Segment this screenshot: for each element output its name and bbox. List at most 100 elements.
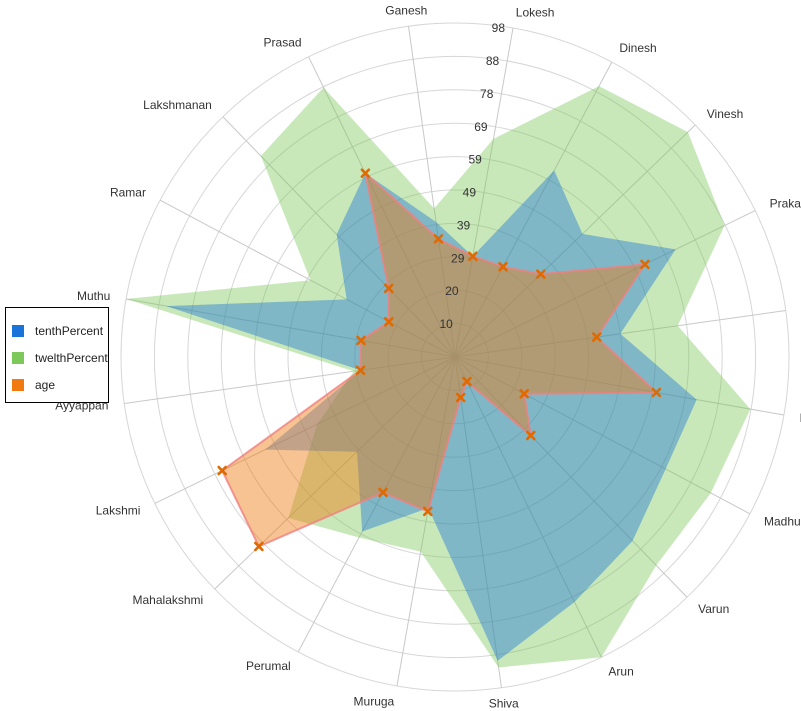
axis-spoke-arun	[454, 356, 602, 658]
chart-legend: tenthPercent twelthPercent age	[5, 307, 109, 403]
axis-spoke-vinesh	[454, 124, 696, 358]
legend-label-twelthPercent: twelthPercent	[35, 350, 108, 365]
age-marker-madhu[interactable]	[519, 388, 530, 399]
axis-label-ramar: Ramar	[110, 186, 146, 200]
legend-item-tenthPercent[interactable]: tenthPercent	[12, 317, 108, 344]
age-marker-lakshmanan[interactable]	[383, 283, 394, 294]
x-marker-icon	[591, 332, 602, 342]
axis-label-perumal: Perumal	[246, 659, 291, 673]
age-marker-muthu[interactable]	[356, 335, 366, 346]
legend-swatch-age	[12, 378, 24, 391]
grid-ring	[220, 122, 690, 592]
grid-ring	[387, 289, 523, 425]
age-marker-prasad[interactable]	[360, 168, 371, 179]
radial-tick-69: 69	[474, 120, 488, 134]
axis-label-dinesh: Dinesh	[619, 41, 656, 55]
axis-label-lakshmi: Lakshmi	[96, 503, 141, 517]
x-marker-icon	[356, 335, 366, 346]
axis-spoke-krishna	[454, 356, 785, 416]
radial-tick-20: 20	[445, 284, 459, 298]
age-marker-prakash[interactable]	[640, 259, 650, 270]
legend-label-tenthPercent: tenthPercent	[35, 323, 104, 338]
age-marker-dinesh[interactable]	[498, 261, 508, 272]
radial-tick-49: 49	[463, 186, 477, 200]
series-area-tenthpercent[interactable]	[166, 170, 697, 661]
axis-label-mahalakshmi: Mahalakshmi	[133, 593, 204, 607]
axis-label-arun: Arun	[608, 665, 633, 679]
age-marker-lokesh[interactable]	[467, 251, 478, 262]
x-marker-icon	[498, 261, 508, 272]
axis-spoke-prasad	[308, 56, 456, 358]
radar-grid	[120, 22, 790, 692]
x-marker-icon	[467, 251, 478, 262]
axis-spoke-lokesh	[454, 27, 514, 358]
axis-spoke-ganesh	[408, 26, 456, 358]
axis-spoke-lakshmi	[154, 356, 456, 504]
axis-label-prasad: Prasad	[264, 35, 302, 49]
radial-tick-88: 88	[486, 54, 500, 68]
x-marker-icon	[651, 387, 662, 398]
x-marker-icon	[433, 234, 444, 244]
x-marker-icon	[383, 316, 394, 327]
x-marker-icon	[519, 388, 530, 399]
legend-swatch-twelthPercent	[12, 351, 24, 364]
x-marker-icon	[525, 430, 536, 441]
x-marker-icon	[378, 487, 388, 498]
axis-label-madhu: Madhu	[764, 514, 801, 528]
grid-ring	[254, 156, 656, 558]
x-marker-icon	[640, 259, 650, 270]
x-marker-icon	[355, 365, 366, 376]
age-marker-ramar[interactable]	[383, 316, 394, 327]
radial-tick-39: 39	[457, 218, 471, 232]
age-marker-varun[interactable]	[525, 430, 536, 441]
age-marker-krishna[interactable]	[651, 387, 662, 398]
series-area-twelthpercent[interactable]	[126, 86, 751, 668]
axis-spoke-jeyam	[454, 310, 786, 358]
radial-tick-59: 59	[468, 153, 482, 167]
age-marker-jeyam[interactable]	[591, 332, 602, 342]
axis-spoke-lakshmanan	[222, 116, 456, 358]
axis-spoke-muthu	[125, 298, 456, 358]
axis-spoke-perumal	[297, 356, 456, 653]
x-marker-icon	[462, 376, 472, 387]
radial-tick-98: 98	[492, 21, 506, 35]
axis-label-prakash: Prakash	[770, 197, 801, 211]
x-marker-icon	[536, 269, 546, 279]
age-marker-arun[interactable]	[462, 376, 472, 387]
grid-ring	[354, 256, 556, 458]
axis-label-muthu: Muthu	[77, 289, 110, 303]
axis-label-vinesh: Vinesh	[707, 107, 743, 121]
age-marker-lakshmi[interactable]	[217, 465, 227, 476]
legend-swatch-tenthPercent	[12, 324, 24, 337]
axis-label-varun: Varun	[698, 602, 729, 616]
radial-tick-10: 10	[439, 317, 453, 331]
legend-item-age[interactable]: age	[12, 371, 108, 398]
grid-ring	[187, 89, 723, 625]
x-marker-icon	[455, 392, 466, 403]
axis-label-shiva: Shiva	[489, 697, 519, 711]
series-markers	[217, 168, 662, 552]
legend-item-twelthPercent[interactable]: twelthPercent	[12, 344, 108, 371]
axis-spoke-varun	[454, 356, 688, 598]
axis-spoke-madhu	[454, 356, 751, 515]
age-marker-perumal[interactable]	[378, 487, 388, 498]
axis-spoke-ramar	[159, 199, 456, 358]
axis-label-lakshmanan: Lakshmanan	[143, 98, 212, 112]
x-marker-icon	[254, 541, 264, 552]
axis-label-muruga: Muruga	[354, 695, 395, 709]
age-marker-shiva[interactable]	[455, 392, 466, 403]
axis-spoke-muruga	[396, 356, 456, 687]
grid-ring	[320, 222, 590, 492]
axis-labels: LokeshDineshVineshPrakashJeyKriMadhuVaru…	[55, 3, 801, 710]
axis-label-lokesh: Lokesh	[516, 5, 555, 19]
age-marker-ayyappan[interactable]	[355, 365, 366, 376]
age-marker-vinesh[interactable]	[536, 269, 546, 279]
age-marker-muruga[interactable]	[422, 506, 433, 517]
age-marker-mahalakshmi[interactable]	[254, 541, 264, 552]
grid-ring	[421, 323, 489, 391]
radial-tick-labels: 10 20 29 39 49 59 69 78 88 98	[439, 21, 505, 331]
x-marker-icon	[360, 168, 371, 179]
axis-label-kri: Kri	[800, 411, 801, 425]
age-marker-ganesh[interactable]	[433, 234, 444, 244]
